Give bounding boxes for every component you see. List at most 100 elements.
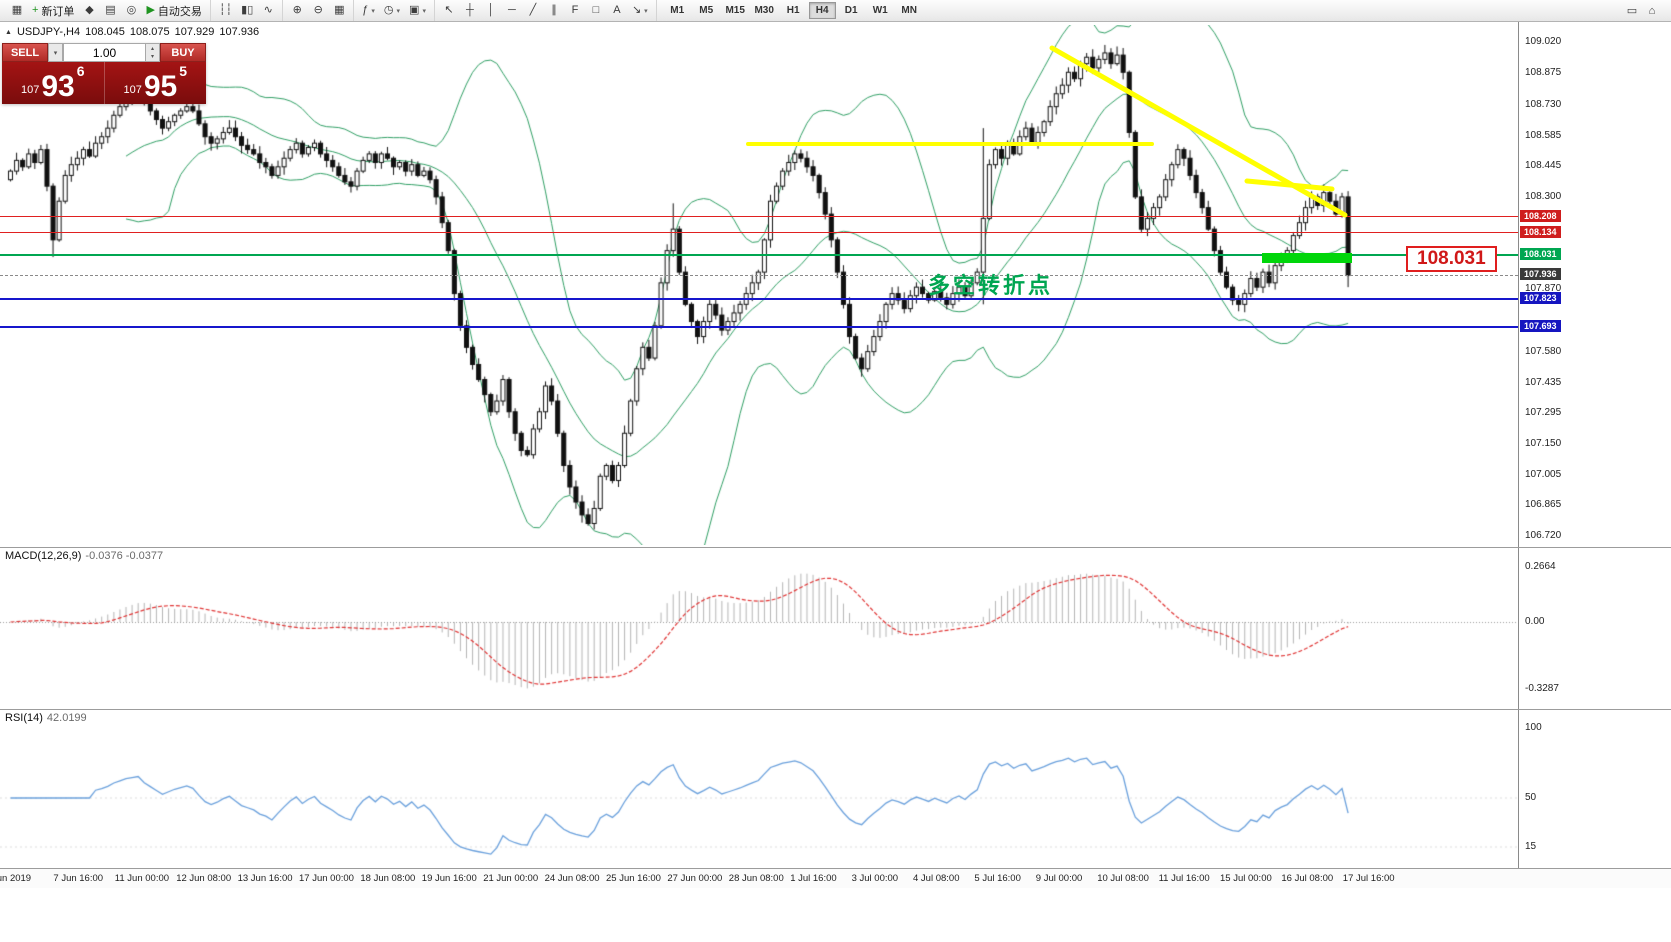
standard-group: ▦ + 新订单 ◆ ▤ ◎ ▶ 自动交易 bbox=[3, 0, 211, 21]
popup-prices-icon[interactable]: ▭ bbox=[1626, 5, 1638, 17]
shapes-icon-glyph: □ bbox=[592, 4, 600, 16]
templates-icon-glyph: ▣ bbox=[409, 4, 420, 16]
price-axis-label: 107.150 bbox=[1525, 438, 1562, 449]
green-zone-box[interactable] bbox=[1262, 253, 1352, 263]
navigator-icon[interactable]: ◎ bbox=[121, 2, 141, 20]
navigator-icon-glyph: ◎ bbox=[126, 4, 137, 16]
rsi-canvas[interactable] bbox=[0, 710, 1518, 868]
macd-axis-label: 0.00 bbox=[1525, 616, 1545, 627]
price-axis[interactable]: 109.020 108.875 108.730 108.585 108.445 108.3… bbox=[1518, 22, 1671, 868]
resistance-line-108-208[interactable] bbox=[0, 216, 1518, 218]
new-chart-icon[interactable]: ▦ bbox=[7, 2, 27, 20]
indicators-icon[interactable]: ƒ ▾ bbox=[358, 2, 379, 20]
support-line-107-693[interactable] bbox=[0, 326, 1518, 329]
yellow-trendline-3[interactable] bbox=[1244, 178, 1335, 192]
new-order-button[interactable]: + 新订单 bbox=[28, 2, 78, 20]
volume-input[interactable] bbox=[63, 43, 146, 62]
sell-price-display[interactable]: 107 93 6 bbox=[2, 62, 105, 104]
main-chart-canvas[interactable] bbox=[0, 25, 1518, 545]
dropdown-caret-icon[interactable]: ▾ bbox=[644, 7, 648, 15]
zoom-out-icon[interactable]: ⊖ bbox=[308, 2, 328, 20]
price-axis-label: 108.730 bbox=[1525, 98, 1562, 110]
text-icon[interactable]: A bbox=[607, 2, 627, 20]
timeframe-button-mn[interactable]: MN bbox=[901, 5, 917, 16]
bars-chart-icon[interactable]: ┆┆ bbox=[215, 2, 236, 20]
annotation-text[interactable]: 多空转折点 bbox=[928, 273, 1054, 298]
time-label: 28 Jun 08:00 bbox=[728, 873, 784, 884]
time-axis[interactable]: Jun 2019 7 Jun 16:00 11 Jun 00:00 12 Jun 08… bbox=[0, 868, 1671, 888]
rsi-panel-separator[interactable] bbox=[0, 709, 1671, 710]
tile-windows-icon-glyph: ▦ bbox=[334, 4, 345, 16]
buy-price-display[interactable]: 107 95 5 bbox=[105, 62, 207, 104]
timeframe-button-h4[interactable]: H4 bbox=[808, 2, 836, 19]
dropdown-caret-icon[interactable]: ▾ bbox=[422, 7, 426, 15]
sell-price-sup: 6 bbox=[76, 63, 85, 79]
yellow-trendline-2[interactable] bbox=[1049, 45, 1348, 218]
price-axis-label: 108.300 bbox=[1525, 190, 1562, 202]
timeframe-button-m15[interactable]: M15 bbox=[725, 5, 745, 16]
rsi-axis-label: 15 bbox=[1525, 841, 1537, 852]
tile-windows-icon[interactable]: ▦ bbox=[329, 2, 349, 20]
sell-button[interactable]: SELL bbox=[2, 43, 48, 62]
dropdown-caret-icon[interactable]: ▾ bbox=[371, 7, 375, 15]
cursor-icon[interactable]: ↖ bbox=[439, 2, 459, 20]
market-watch-icon[interactable]: ▤ bbox=[100, 2, 120, 20]
collapse-arrow-icon[interactable]: ▲ bbox=[5, 28, 12, 36]
bid-price-line[interactable] bbox=[0, 274, 1518, 276]
timeframe-button-m1[interactable]: M1 bbox=[670, 5, 685, 16]
rsi-value: 42.0199 bbox=[46, 712, 87, 724]
metaeditor-icon[interactable]: ◆ bbox=[79, 2, 99, 20]
candlestick-chart-icon-glyph: ▮▯ bbox=[241, 4, 254, 16]
dropdown-caret-icon[interactable]: ▾ bbox=[396, 7, 401, 15]
candlestick-chart-icon[interactable]: ▮▯ bbox=[237, 2, 257, 20]
arrows-icon-glyph: ↘ bbox=[631, 4, 642, 16]
volume-down-button[interactable]: ▾ bbox=[146, 52, 159, 61]
macd-values: -0.0376 -0.0377 bbox=[85, 550, 164, 562]
macd-panel-separator[interactable] bbox=[0, 547, 1671, 548]
time-label: 27 Jun 00:00 bbox=[667, 873, 723, 884]
resistance-line-108-134[interactable] bbox=[0, 232, 1518, 234]
tools-group: ↖ ┼ │ ─ ╱ ∥ F □ A ↘ ▾ bbox=[435, 0, 657, 21]
zoom-in-icon[interactable]: ⊕ bbox=[287, 2, 307, 20]
trade-panel-controls: SELL ▾ ▴ ▾ BUY bbox=[2, 43, 206, 62]
macd-canvas[interactable] bbox=[0, 548, 1518, 710]
timeframe-button-w1[interactable]: W1 bbox=[872, 5, 888, 16]
ohlc-readout: ▲ USDJPY-,H4 108.045 108.075 107.929 107… bbox=[5, 26, 259, 38]
timeframe-button-d1[interactable]: D1 bbox=[844, 5, 858, 16]
templates-icon[interactable]: ▣ ▾ bbox=[405, 2, 430, 20]
channel-icon[interactable]: ∥ bbox=[544, 2, 564, 20]
bars-chart-icon-glyph: ┆┆ bbox=[218, 4, 233, 16]
arrows-icon[interactable]: ↘ ▾ bbox=[628, 2, 652, 20]
trendline-icon[interactable]: ╱ bbox=[523, 2, 543, 20]
time-label: 18 Jun 08:00 bbox=[360, 873, 416, 884]
sell-options-caret-icon[interactable]: ▾ bbox=[48, 43, 63, 62]
rsi-name: RSI(14) bbox=[5, 712, 43, 724]
rsi-axis-label: 100 bbox=[1525, 722, 1542, 733]
toolbar-right: ▭ ⌂ bbox=[1622, 2, 1668, 20]
buy-button[interactable]: BUY bbox=[160, 43, 206, 62]
fibonacci-icon[interactable]: F bbox=[565, 2, 585, 20]
line-chart-icon[interactable]: ∿ bbox=[258, 2, 278, 20]
community-icon[interactable]: ⌂ bbox=[1648, 4, 1656, 17]
horizontal-line-icon[interactable]: ─ bbox=[502, 2, 522, 20]
rsi-axis-label: 50 bbox=[1525, 792, 1537, 803]
crosshair-icon[interactable]: ┼ bbox=[460, 2, 480, 20]
buy-price-big: 95 bbox=[143, 70, 178, 103]
pivot-line-108-031[interactable] bbox=[0, 253, 1518, 256]
price-axis-label: 108.585 bbox=[1525, 129, 1562, 141]
timeframe-button-m30[interactable]: M30 bbox=[754, 5, 774, 16]
timeframe-button-h1[interactable]: H1 bbox=[786, 5, 800, 16]
text-icon-glyph: A bbox=[613, 4, 621, 16]
vertical-line-icon[interactable]: │ bbox=[481, 2, 501, 20]
price-axis-label: 108.445 bbox=[1525, 159, 1562, 171]
periods-icon[interactable]: ◷ ▾ bbox=[380, 2, 404, 20]
autotrading-button[interactable]: ▶ 自动交易 bbox=[142, 2, 205, 20]
timeframe-button-m5[interactable]: M5 bbox=[699, 5, 714, 16]
support-line-107-823[interactable] bbox=[0, 298, 1518, 301]
price-axis-label: 106.865 bbox=[1525, 499, 1562, 511]
chart-type-group: ┆┆ ▮▯ ∿ bbox=[211, 0, 284, 21]
price-callout[interactable]: 108.031 bbox=[1406, 246, 1497, 272]
macd-axis-label: 0.2664 bbox=[1525, 561, 1556, 573]
volume-up-button[interactable]: ▴ bbox=[146, 44, 159, 53]
shapes-icon[interactable]: □ bbox=[586, 2, 606, 20]
